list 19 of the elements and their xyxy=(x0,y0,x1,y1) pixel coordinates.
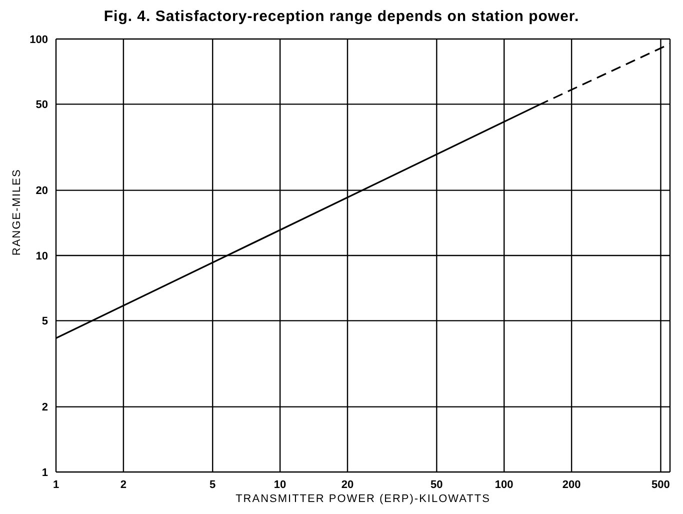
x-axis-title: TRANSMITTER POWER (ERP)-KILOWATTS xyxy=(236,493,490,505)
y-tick-label: 2 xyxy=(42,402,48,414)
y-tick-label: 10 xyxy=(36,250,48,262)
y-axis-title: RANGE-MILES xyxy=(10,168,23,256)
y-tick-label: 1 xyxy=(42,466,48,479)
x-tick-label: 10 xyxy=(274,478,286,491)
y-tick-label: 100 xyxy=(30,34,48,46)
x-tick-label: 2 xyxy=(120,478,127,491)
x-tick-label: 20 xyxy=(341,478,354,491)
y-tick-label: 50 xyxy=(36,99,48,112)
chart-title: Fig. 4. Satisfactory-reception range depends on station power. xyxy=(102,8,580,27)
y-tick-label: 20 xyxy=(36,185,48,198)
x-tick-label: 200 xyxy=(562,478,581,491)
y-tick-label: 5 xyxy=(42,316,48,328)
x-tick-label: 500 xyxy=(652,478,670,491)
x-tick-label: 100 xyxy=(494,478,514,491)
x-tick-label: 50 xyxy=(430,478,443,491)
x-tick-label: 1 xyxy=(52,478,60,491)
x-tick-label: 5 xyxy=(210,478,216,491)
